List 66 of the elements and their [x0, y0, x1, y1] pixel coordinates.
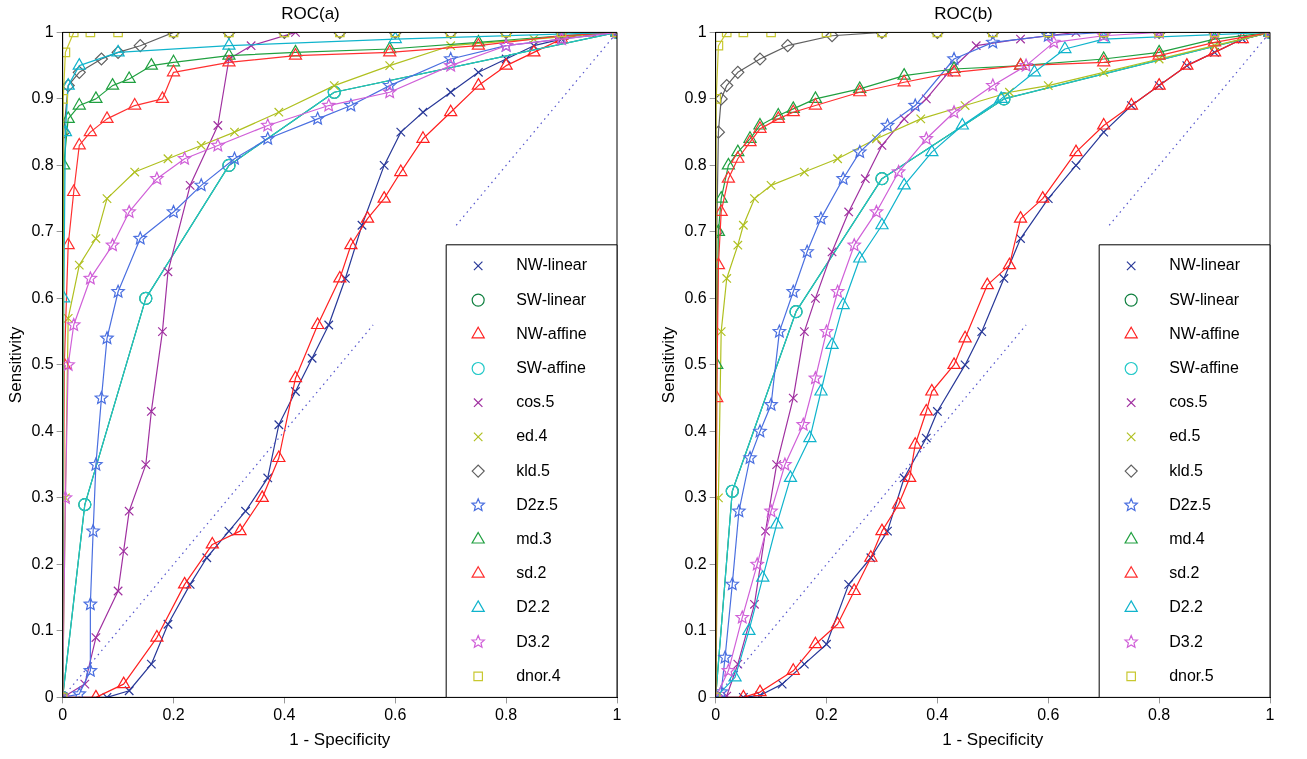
y-tick-label: 0	[697, 687, 707, 705]
y-tick-label: 0.4	[684, 421, 707, 439]
x-tick-label: 0.6	[1037, 706, 1060, 724]
x-tick-label: 1	[1265, 706, 1275, 724]
x-tick-label: 0.4	[926, 706, 949, 724]
y-tick-label: 0.6	[31, 288, 54, 306]
legend-label: D2z.5	[1169, 495, 1212, 513]
y-tick-label: 1	[697, 22, 707, 40]
x-tick-label: 1	[612, 706, 622, 724]
x-tick-label: 0.2	[162, 706, 185, 724]
y-tick-label: 0.2	[31, 554, 54, 572]
x-axis-title: 1 - Specificity	[942, 730, 1044, 750]
legend-label: kld.5	[1169, 461, 1204, 479]
x-tick-label: 0.4	[273, 706, 296, 724]
legend-label: dnor.5	[1169, 666, 1214, 684]
y-tick-label: 0.4	[31, 421, 54, 439]
legend-label: md.3	[516, 529, 552, 547]
x-tick-label: 0	[711, 706, 721, 724]
y-tick-label: 0.9	[31, 89, 54, 107]
y-tick-label: 0.8	[31, 155, 54, 173]
y-tick-label: 0.5	[31, 355, 54, 373]
y-tick-label: 0.1	[31, 621, 54, 639]
legend-label: D2.2	[1169, 598, 1204, 616]
y-tick-label: 0.2	[684, 554, 707, 572]
y-tick-label: 0.9	[684, 89, 707, 107]
legend-label: SW-affine	[1169, 358, 1239, 376]
legend-label: SW-linear	[516, 290, 587, 308]
y-tick-label: 0.5	[684, 355, 707, 373]
legend-label: NW-affine	[1169, 324, 1240, 342]
x-tick-label: 0.8	[495, 706, 518, 724]
y-axis-title: Sensitivity	[5, 326, 25, 404]
y-tick-label: 0.8	[684, 155, 707, 173]
x-axis-title: 1 - Specificity	[289, 730, 391, 750]
y-axis-title: Sensitivity	[658, 326, 678, 404]
legend-label: D3.2	[1169, 632, 1204, 650]
y-tick-label: 0.7	[31, 222, 54, 240]
y-tick-label: 0.7	[684, 222, 707, 240]
x-tick-label: 0.2	[815, 706, 838, 724]
x-tick-label: 0.6	[384, 706, 407, 724]
y-tick-label: 0.3	[31, 488, 54, 506]
legend-label: NW-affine	[516, 324, 587, 342]
chart-title: ROC(a)	[281, 3, 340, 23]
y-tick-label: 0.6	[684, 288, 707, 306]
y-tick-label: 1	[44, 22, 54, 40]
legend-label: sd.2	[516, 564, 547, 582]
y-tick-label: 0.3	[684, 488, 707, 506]
y-tick-label: 0.1	[684, 621, 707, 639]
legend-label: NW-linear	[1169, 256, 1241, 274]
legend-label: md.4	[1169, 529, 1205, 547]
legend-label: SW-affine	[516, 358, 586, 376]
y-tick-label: 0	[44, 687, 54, 705]
legend-label: D3.2	[516, 632, 551, 650]
legend-label: D2.2	[516, 598, 551, 616]
legend-label: SW-linear	[1169, 290, 1240, 308]
x-tick-label: 0	[58, 706, 68, 724]
legend-label: cos.5	[516, 393, 555, 411]
legend-label: ed.4	[516, 427, 548, 445]
legend-label: kld.5	[516, 461, 551, 479]
legend-label: dnor.4	[516, 666, 561, 684]
legend-label: ed.5	[1169, 427, 1201, 445]
chart-title: ROC(b)	[934, 3, 993, 23]
legend-label: cos.5	[1169, 393, 1208, 411]
legend-label: sd.2	[1169, 564, 1200, 582]
legend-label: D2z.5	[516, 495, 559, 513]
legend-label: NW-linear	[516, 256, 588, 274]
x-tick-label: 0.8	[1148, 706, 1171, 724]
